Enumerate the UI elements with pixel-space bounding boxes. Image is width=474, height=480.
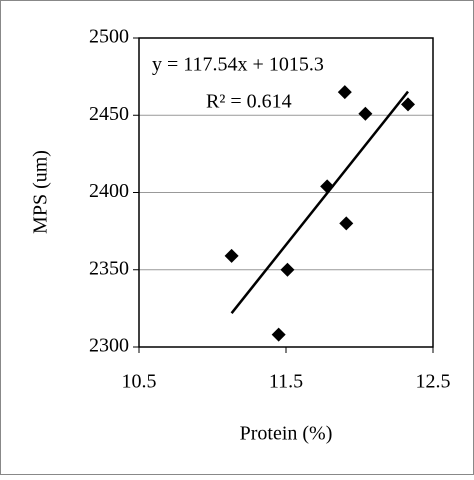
x-tick-label: 10.5 — [122, 371, 157, 393]
point — [224, 248, 239, 263]
y-axis-label: MPS (um) — [30, 150, 52, 234]
y-tick-label: 2350 — [89, 257, 129, 279]
point — [337, 85, 352, 100]
point — [401, 97, 416, 112]
r-squared-label: R² = 0.614 — [206, 91, 292, 113]
y-tick-label: 2400 — [89, 180, 129, 202]
y-tick-label: 2450 — [89, 103, 129, 125]
x-tick-label: 12.5 — [416, 371, 451, 393]
y-tick-label: 2300 — [89, 335, 129, 357]
trendline — [230, 90, 409, 314]
x-axis-label: Protein (%) — [240, 423, 333, 445]
y-tick-label: 2500 — [89, 26, 129, 48]
equation-label: y = 117.54x + 1015.3 — [152, 54, 324, 76]
point — [280, 262, 295, 277]
plot-frame — [138, 37, 434, 348]
x-tick-label: 11.5 — [269, 371, 303, 393]
point — [358, 106, 373, 121]
point — [271, 327, 286, 342]
point — [339, 216, 354, 231]
